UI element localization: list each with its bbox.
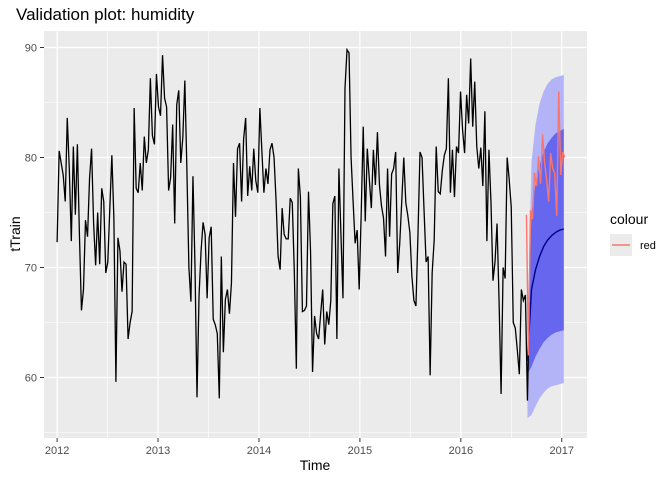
x-tick-label: 2017 (550, 445, 574, 457)
forecast-bands (527, 75, 564, 419)
y-tick-label: 90 (25, 43, 37, 55)
chart-title: Validation plot: humidity (16, 5, 195, 24)
y-axis-ticks: 60 70 80 90 (25, 43, 44, 385)
x-tick-label: 2012 (45, 445, 69, 457)
x-tick-label: 2015 (348, 445, 372, 457)
y-tick-label: 70 (25, 263, 37, 275)
train-series-line (56, 47, 531, 401)
y-tick-label: 60 (25, 373, 37, 385)
x-axis-title: Time (300, 457, 331, 473)
x-tick-label: 2013 (146, 445, 170, 457)
x-tick-label: 2016 (449, 445, 473, 457)
forecast-80-band (527, 128, 564, 375)
x-axis-ticks: 2012 2013 2014 2015 2016 2017 (45, 438, 574, 457)
legend-title: colour (610, 211, 648, 227)
y-tick-label: 80 (25, 153, 37, 165)
legend-label-red: red (640, 240, 656, 252)
validation-series-line (525, 91, 566, 356)
x-tick-label: 2014 (247, 445, 271, 457)
y-axis-title: tTrain (7, 216, 23, 251)
forecast-mean-line (526, 228, 564, 362)
legend: colour red (610, 211, 656, 256)
